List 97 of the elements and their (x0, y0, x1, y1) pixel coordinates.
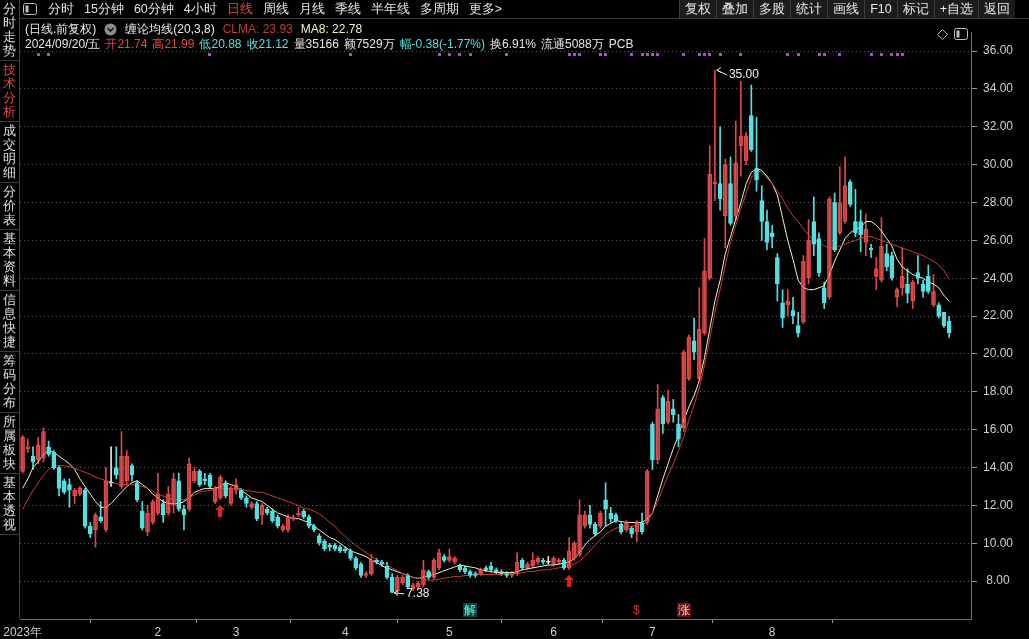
annotation: 涨 (677, 603, 691, 617)
text: 叠加 (716, 0, 754, 18)
candlestick (853, 188, 858, 237)
candlestick (348, 548, 353, 561)
candlestick (775, 253, 780, 302)
x-tick-label: 6 (550, 624, 558, 639)
y-tick-label: 10.00 (983, 535, 1014, 550)
y-tick-label: 12.00 (983, 497, 1014, 512)
candlestick (499, 569, 504, 576)
candlestick (426, 569, 431, 580)
candlestick (108, 446, 114, 487)
text: 复权 (679, 0, 717, 18)
text: 基本透视 (0, 474, 19, 535)
text: 分价表 (0, 183, 19, 230)
x-tick-label: 2023年 (3, 624, 42, 639)
text: 日线 (226, 2, 253, 17)
text: 多股 (753, 0, 791, 18)
candlestick (275, 514, 280, 529)
candlestick (858, 209, 863, 253)
y-tick-label: 36.00 (983, 43, 1014, 58)
candlestick (629, 525, 634, 538)
candlestick (749, 84, 754, 152)
candlestick (546, 556, 551, 565)
y-tick-label: 32.00 (983, 119, 1014, 134)
x-tick-label: 2 (154, 624, 162, 639)
candlestick (728, 156, 733, 226)
candlestick (113, 446, 119, 480)
text: 统计 (790, 0, 828, 18)
candlestick (473, 571, 478, 578)
text: 返回 (978, 0, 1015, 18)
annotation: 解 (463, 603, 477, 617)
y-tick-label: 20.00 (983, 346, 1014, 361)
text: 分时走势 (0, 0, 19, 61)
text: 15分钟 (84, 2, 124, 17)
text: +自选 (933, 0, 978, 18)
x-tick-label: 5 (446, 624, 454, 639)
y-tick-label: 30.00 (983, 157, 1014, 172)
x-tick-label: 4 (341, 624, 349, 639)
text: 画线 (827, 0, 865, 18)
text: MA8: 22.78 (300, 22, 363, 36)
candlestick (223, 480, 228, 499)
text: 筹码分布 (0, 352, 19, 413)
text: 技术分析 (0, 61, 19, 122)
candlestick (754, 117, 759, 192)
candlestick (905, 268, 910, 304)
candlestick (374, 558, 379, 565)
candlestick (603, 482, 608, 527)
chart-title: (日线.前复权) (25, 22, 97, 36)
text: 分时 (48, 2, 74, 17)
candlestick (270, 508, 275, 523)
x-tick-label: 3 (232, 624, 240, 639)
candlestick (650, 421, 655, 470)
y-tick-label: 8.00 (986, 573, 1011, 588)
x-tick-label: 7 (649, 624, 657, 639)
text: CLMA: 23.93 (222, 22, 293, 36)
text: 更多> (468, 2, 503, 17)
text: 成交明细 (0, 122, 19, 183)
y-tick-label: 22.00 (983, 308, 1014, 323)
text: 基本资料 (0, 230, 19, 291)
y-tick-label: 34.00 (983, 81, 1014, 96)
candlestick (832, 192, 837, 253)
candlestick (301, 508, 307, 520)
text: 季线 (334, 2, 361, 17)
candlestick (504, 571, 510, 578)
y-tick-label: 16.00 (983, 422, 1014, 437)
candlestick (676, 414, 681, 448)
candlestick (46, 440, 51, 457)
text: 4小时 (183, 2, 217, 17)
text: 信息快捷 (0, 291, 19, 352)
y-tick-label: 24.00 (983, 270, 1014, 285)
candlestick (98, 501, 104, 523)
y-tick-label: 18.00 (983, 384, 1014, 399)
candlestick (197, 469, 202, 487)
candlestick (139, 501, 145, 531)
legend-title: 缠论均线(20,3,8) (125, 22, 215, 36)
candlestick (322, 539, 327, 552)
candlestick (67, 478, 72, 508)
text: 多周期 (419, 2, 459, 17)
text: 半年线 (370, 2, 410, 17)
x-tick-label: 8 (768, 624, 776, 639)
candlestick (780, 289, 785, 328)
y-tick-label: 14.00 (983, 459, 1014, 474)
candlestick (244, 495, 249, 508)
annotation: $ (632, 603, 641, 617)
text: 月线 (298, 2, 325, 17)
text: 周线 (262, 2, 289, 17)
text: 2024/09/20/五 开21.74 高21.99 低20.88 收21.12 量35166 额7529万 幅-0.38(-1.77%) 换6.91% 流通5088万 PCB (25, 37, 634, 51)
text: 标记 (896, 0, 934, 18)
text: F10 (864, 0, 897, 18)
annotation: 7.38 (406, 586, 430, 601)
text: 60分钟 (133, 2, 174, 17)
candlestick (519, 558, 525, 571)
annotation: 35.00 (728, 67, 760, 82)
y-tick-label: 28.00 (983, 194, 1014, 209)
candlestick (925, 264, 931, 294)
y-tick-label: 26.00 (983, 232, 1014, 247)
text: 所属板块 (0, 413, 19, 474)
